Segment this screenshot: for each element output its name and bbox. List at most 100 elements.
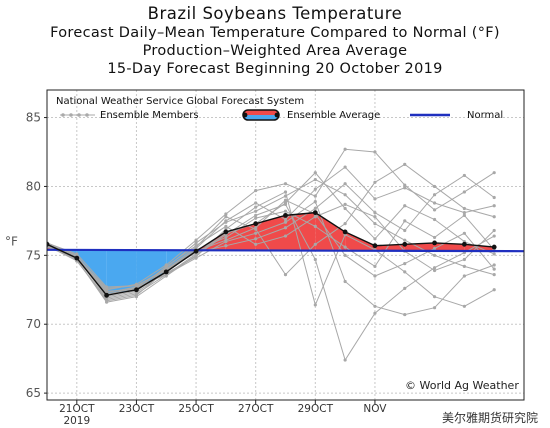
ensemble-member-point [343, 222, 347, 226]
chart-subtitle-3: 15-Day Forecast Beginning 20 October 201… [107, 61, 443, 77]
legend-members-dot [61, 113, 65, 117]
ensemble-member-point [373, 304, 377, 308]
below-normal-fill [106, 249, 137, 296]
normal-line-group [47, 248, 524, 253]
ensemble-member-point [373, 211, 377, 215]
ensemble-member-point [462, 190, 466, 194]
ensemble-average-point [253, 221, 259, 227]
ensemble-member-point [254, 237, 258, 241]
ensemble-member-point [254, 213, 258, 217]
ensemble-average-point [283, 212, 288, 218]
source-label: National Weather Service Global Forecast… [56, 96, 304, 107]
ensemble-member-point [432, 193, 437, 197]
ensemble-member-point [224, 238, 228, 242]
ensemble-member-point [283, 220, 288, 224]
ensemble-average-point [372, 243, 378, 249]
ensemble-member-point [134, 284, 139, 288]
ensemble-member-point [283, 182, 288, 186]
ensemble-member-point [462, 274, 466, 278]
ensemble-member-point [403, 186, 407, 190]
ensemble-member-point [343, 245, 347, 249]
ensemble-member-point [105, 299, 109, 303]
x-tick-label: 25OCT [178, 403, 214, 415]
ensemble-member-point [254, 209, 258, 213]
ensemble-member-point [403, 219, 407, 223]
ensemble-member-point [224, 219, 228, 223]
ensemble-average-point [193, 248, 199, 254]
ensemble-member-point [194, 255, 198, 259]
plot-frame [46, 89, 525, 401]
ensemble-member-point [254, 188, 258, 193]
x-tick-label: NOV [363, 403, 387, 415]
ensemble-member-point [373, 150, 377, 154]
ensemble-member-point [403, 162, 407, 166]
ensemble-member-point [432, 266, 437, 270]
ensemble-member-point [492, 204, 496, 208]
ensemble-member-point [283, 217, 288, 222]
ensemble-member-point [313, 224, 317, 228]
ensemble-member-point [373, 197, 377, 201]
ensemble-average-point [342, 229, 348, 235]
ensemble-member-point [373, 180, 377, 184]
ensemble-member-point [492, 288, 496, 292]
ensemble-member-point [432, 208, 437, 212]
ensemble-member-point [343, 279, 347, 284]
ensemble-member-point [373, 215, 377, 219]
ensemble-member-point [224, 212, 228, 216]
legend: National Weather Service Global Forecast… [56, 96, 503, 121]
ensemble-member-line [47, 210, 495, 299]
ensemble-member-point [492, 263, 496, 267]
ensemble-member-point [403, 204, 407, 208]
chart-title: Brazil Soybeans Temperature [147, 4, 403, 23]
ensemble-member-line [47, 166, 495, 302]
ensemble-member-point [313, 242, 317, 246]
chart-subtitle-1: Forecast Daily–Mean Temperature Compared… [50, 25, 500, 41]
chart-subtitle-2: Production–Weighted Area Average [142, 43, 408, 59]
ensemble-member-point [283, 198, 288, 202]
ensemble-member-line [47, 200, 495, 316]
ensemble-member-point [373, 274, 377, 278]
ensemble-member-line [47, 203, 495, 292]
ensemble-member-point [224, 244, 228, 248]
ensemble-member-point [492, 228, 496, 233]
ensemble-member-point [432, 306, 437, 310]
legend-average-label: Ensemble Average [287, 110, 380, 121]
ensemble-member-point [462, 304, 466, 308]
anomaly-fills [47, 212, 495, 296]
ensemble-member-point [194, 244, 198, 248]
ensemble-member-point [343, 358, 347, 362]
x-year-label: 2019 [63, 415, 90, 427]
ensemble-member-point [313, 187, 317, 191]
y-tick-label: 85 [26, 111, 41, 125]
ensemble-average-point [47, 241, 50, 247]
ensemble-member-point [343, 182, 347, 186]
legend-members-dot [77, 113, 81, 117]
ensemble-member-point [224, 215, 228, 219]
ensemble-member-point [254, 201, 258, 205]
ensemble-member-point [432, 217, 437, 222]
legend-average-dot [274, 112, 280, 118]
ensemble-member-point [254, 231, 258, 235]
legend-members-label: Ensemble Members [100, 110, 199, 121]
ensemble-member-point [403, 183, 407, 187]
ensemble-member-point [492, 273, 496, 277]
ensemble-average-point [432, 240, 437, 246]
ensemble-member-point [343, 253, 347, 257]
ensemble-member-point [403, 312, 407, 317]
x-tick-label: 29OCT [298, 403, 334, 415]
x-tick-label: 27OCT [238, 403, 274, 415]
ensemble-member-point [462, 213, 466, 217]
ensemble-member-point [254, 242, 258, 246]
ensemble-average-point [491, 244, 497, 250]
ensemble-member-line [47, 163, 495, 298]
ensemble-average-point [223, 229, 229, 235]
ensemble-member-point [403, 238, 407, 242]
watermark-label: 美尔雅期货研究院 [441, 409, 538, 426]
y-tick-label: 75 [26, 248, 41, 262]
legend-normal-label: Normal [467, 110, 503, 121]
ensemble-member-point [194, 241, 198, 245]
ensemble-member-point [462, 257, 466, 262]
ensemble-member-point [254, 205, 258, 209]
y-tick-label: 70 [26, 317, 41, 331]
